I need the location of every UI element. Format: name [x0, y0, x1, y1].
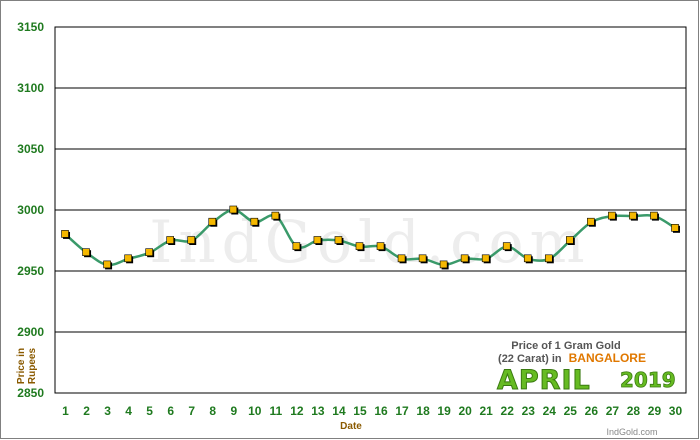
data-point	[82, 248, 90, 256]
plot-frame	[54, 26, 687, 394]
y-tick-label: 3000	[17, 203, 44, 217]
x-tick-label: 29	[648, 404, 662, 418]
x-tick-label: 15	[353, 404, 367, 418]
y-tick-label: 2900	[17, 325, 44, 339]
y-axis-title: Price in Rupees	[16, 348, 38, 385]
info-year: 2019	[620, 368, 676, 392]
data-point	[250, 217, 259, 226]
data-point	[671, 224, 679, 232]
y-tick-label: 2850	[17, 386, 44, 400]
x-tick-labels: 1 2 3 4 5 6 7 8 9 10 11 12 13 14 15 16 17 18 19 20 21 22 23 24 2…	[62, 404, 682, 418]
data-point	[418, 254, 427, 263]
info-site: IndGold.com	[606, 427, 657, 437]
x-tick-label: 5	[146, 404, 153, 418]
x-tick-label: 20	[458, 404, 472, 418]
x-tick-label: 8	[209, 404, 216, 418]
data-point	[502, 242, 511, 250]
grid-layer	[55, 87, 686, 333]
watermark-text: IndGold.com	[149, 208, 590, 276]
data-point	[208, 217, 217, 226]
data-point	[587, 217, 595, 226]
x-axis-title: Date	[340, 421, 362, 432]
y-tick-label: 3100	[17, 81, 44, 95]
x-tick-label: 9	[230, 404, 237, 418]
data-point	[313, 236, 322, 244]
data-point	[439, 260, 448, 269]
info-city: BANGALORE	[569, 351, 646, 365]
data-point	[544, 254, 553, 263]
x-tick-label: 23	[522, 404, 536, 418]
series-layer	[61, 205, 680, 270]
y-tick-label: 3150	[17, 20, 44, 34]
x-tick-label: 12	[290, 404, 304, 418]
x-tick-label: 7	[188, 404, 195, 418]
data-point	[650, 211, 658, 220]
x-tick-label: 25	[564, 404, 578, 418]
data-point	[103, 260, 111, 269]
y-tick-labels: 2850 2900 2950 3000 3050 3100 3150	[17, 20, 44, 400]
x-tick-label: 18	[416, 404, 430, 418]
y-tick-label: 3050	[17, 142, 44, 156]
data-point	[187, 236, 196, 244]
x-tick-label: 16	[374, 404, 388, 418]
info-box: Price of 1 Gram Gold (22 Carat) in BANGA…	[497, 340, 677, 437]
data-point	[292, 242, 301, 250]
data-point	[481, 254, 490, 263]
data-point	[166, 236, 174, 244]
x-tick-label: 26	[585, 404, 599, 418]
data-point	[229, 205, 238, 214]
x-tick-label: 22	[501, 404, 515, 418]
x-tick-label: 24	[543, 404, 557, 418]
data-point	[376, 242, 385, 250]
y-axis-title-line2: Rupees	[27, 348, 38, 385]
info-line2: (22 Carat) in BANGALORE	[498, 349, 646, 366]
x-tick-label: 13	[311, 404, 325, 418]
data-point	[271, 211, 280, 220]
x-tick-label: 2	[83, 404, 90, 418]
data-point	[334, 236, 343, 244]
data-point	[397, 254, 406, 263]
info-month: APRIL	[497, 365, 591, 396]
data-point	[566, 236, 574, 244]
x-tick-label: 1	[62, 404, 69, 418]
x-tick-label: 6	[167, 404, 174, 418]
data-point	[355, 242, 364, 250]
x-tick-label: 28	[627, 404, 641, 418]
y-tick-label: 2950	[17, 264, 44, 278]
data-point	[124, 254, 132, 263]
info-line1: Price of 1 Gram Gold	[511, 340, 620, 352]
x-tick-label: 27	[606, 404, 620, 418]
info-line2-prefix: (22 Carat) in	[498, 353, 562, 365]
data-point	[61, 230, 69, 238]
data-point	[608, 211, 616, 220]
x-tick-label: 3	[104, 404, 111, 418]
y-axis-title-line1: Price in	[16, 348, 27, 384]
x-tick-label: 19	[437, 404, 451, 418]
x-tick-label: 4	[125, 404, 132, 418]
x-tick-label: 30	[669, 404, 683, 418]
x-tick-label: 21	[480, 404, 494, 418]
x-tick-label: 17	[395, 404, 409, 418]
data-point	[523, 254, 532, 263]
data-point	[145, 248, 153, 256]
x-tick-label: 11	[270, 404, 283, 418]
data-point	[629, 211, 637, 220]
data-point	[460, 254, 469, 263]
x-tick-label: 14	[332, 404, 346, 418]
x-tick-label: 10	[248, 404, 262, 418]
